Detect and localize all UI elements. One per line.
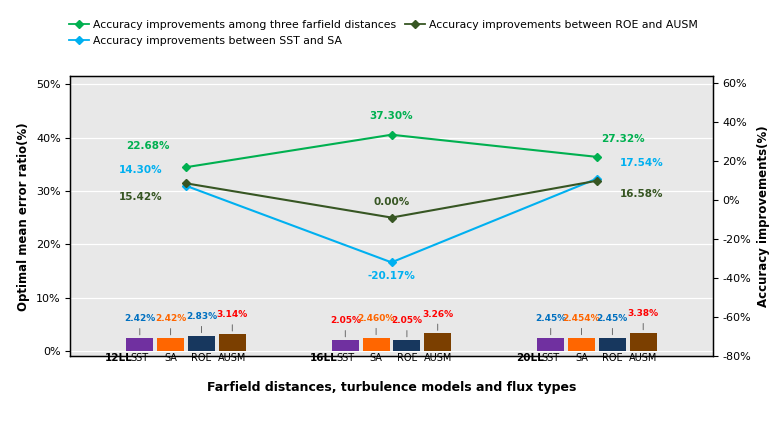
Bar [218, 334, 246, 351]
Text: 2.42%: 2.42% [124, 314, 156, 335]
Bar [537, 338, 565, 351]
Text: 15.42%: 15.42% [119, 192, 163, 202]
Text: 2.454%: 2.454% [563, 314, 601, 335]
Bar [157, 338, 184, 351]
Text: 2.83%: 2.83% [186, 312, 217, 333]
Text: ROE: ROE [397, 353, 417, 363]
Text: 22.68%: 22.68% [126, 141, 169, 151]
Bar [332, 340, 359, 351]
Text: -20.17%: -20.17% [367, 271, 416, 281]
Text: AUSM: AUSM [424, 353, 452, 363]
Text: ROE: ROE [602, 353, 622, 363]
Text: SA: SA [575, 353, 588, 363]
Text: 2.45%: 2.45% [535, 314, 566, 335]
Bar [363, 338, 390, 351]
Text: 16.58%: 16.58% [620, 190, 664, 199]
Text: SST: SST [542, 353, 560, 363]
Text: SST: SST [131, 353, 149, 363]
Text: 2.45%: 2.45% [597, 314, 628, 335]
Text: 2.05%: 2.05% [392, 316, 422, 337]
Text: SST: SST [336, 353, 355, 363]
Legend: Accuracy improvements among three farfield distances, Accuracy improvements betw: Accuracy improvements among three farfie… [70, 20, 698, 46]
Bar [188, 336, 215, 351]
Text: 14.30%: 14.30% [119, 165, 163, 175]
Text: SA: SA [164, 353, 177, 363]
Text: 3.26%: 3.26% [422, 310, 453, 330]
Y-axis label: Accuracy improvements(%): Accuracy improvements(%) [756, 126, 770, 307]
Bar [630, 333, 657, 351]
Text: ROE: ROE [191, 353, 211, 363]
Text: 12LL: 12LL [105, 353, 132, 363]
Bar [126, 338, 153, 351]
Bar [424, 333, 451, 351]
Text: 2.460%: 2.460% [357, 314, 395, 335]
Text: 37.30%: 37.30% [370, 112, 413, 121]
Text: 16LL: 16LL [310, 353, 338, 363]
Text: 3.14%: 3.14% [217, 310, 248, 331]
Bar [599, 338, 626, 351]
Text: SA: SA [370, 353, 383, 363]
Text: 3.38%: 3.38% [628, 309, 659, 330]
Text: 17.54%: 17.54% [620, 158, 664, 168]
Bar [393, 340, 420, 351]
Text: AUSM: AUSM [629, 353, 658, 363]
Bar [568, 338, 595, 351]
Text: 2.05%: 2.05% [330, 316, 361, 337]
X-axis label: Farfield distances, turbulence models and flux types: Farfield distances, turbulence models an… [207, 381, 576, 394]
Y-axis label: Optimal mean error ratio(%): Optimal mean error ratio(%) [17, 122, 31, 310]
Text: 0.00%: 0.00% [373, 197, 410, 207]
Text: 20LL: 20LL [516, 353, 543, 363]
Text: AUSM: AUSM [218, 353, 247, 363]
Text: 27.32%: 27.32% [601, 134, 644, 144]
Text: 2.42%: 2.42% [155, 314, 186, 335]
